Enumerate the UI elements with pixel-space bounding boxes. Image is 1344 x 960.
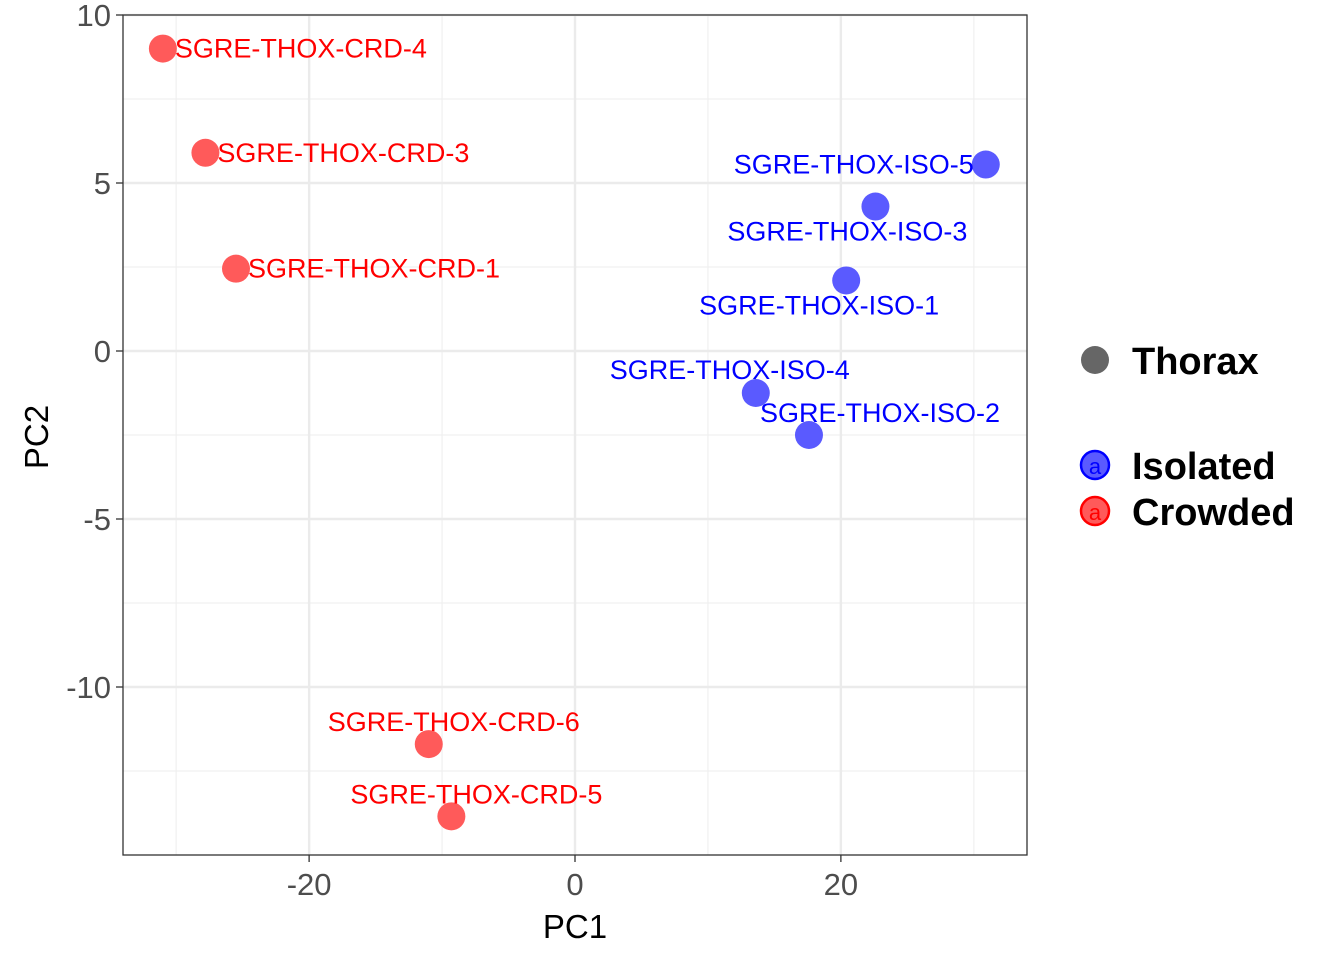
y-tick-label: 10 bbox=[77, 0, 111, 33]
data-point-crowded bbox=[414, 730, 443, 759]
legend-isolated-label: Isolated bbox=[1132, 446, 1276, 488]
x-tick-label: 20 bbox=[824, 867, 858, 902]
legend-isolated-key-letter: a bbox=[1089, 454, 1102, 479]
axes: -20 0 20 -10 -5 0 5 10 bbox=[66, 0, 858, 902]
data-point-crowded bbox=[191, 138, 220, 167]
x-tick-label: 0 bbox=[566, 867, 583, 902]
y-tick-label: 5 bbox=[94, 166, 111, 201]
data-point-isolated bbox=[971, 150, 1000, 179]
point-labels: SGRE-THOX-CRD-4 SGRE-THOX-CRD-3 SGRE-THOX-… bbox=[175, 34, 1000, 810]
point-label-isolated: SGRE-THOX-ISO-1 bbox=[699, 290, 939, 320]
point-label-crowded: SGRE-THOX-CRD-3 bbox=[217, 138, 469, 168]
data-points bbox=[148, 34, 1000, 831]
data-point-crowded bbox=[148, 34, 177, 63]
data-point-isolated bbox=[861, 192, 890, 221]
point-label-crowded: SGRE-THOX-CRD-5 bbox=[350, 779, 602, 809]
legend: Thorax a Isolated a Crowded bbox=[1079, 341, 1295, 534]
point-label-isolated: SGRE-THOX-ISO-2 bbox=[760, 398, 1000, 428]
x-tick-label: -20 bbox=[287, 867, 332, 902]
point-label-isolated: SGRE-THOX-ISO-4 bbox=[610, 355, 850, 385]
data-point-crowded bbox=[437, 802, 466, 831]
y-axis-title: PC2 bbox=[18, 405, 55, 469]
data-point-crowded bbox=[222, 254, 250, 283]
point-label-crowded: SGRE-THOX-CRD-4 bbox=[175, 34, 427, 64]
point-label-isolated: SGRE-THOX-ISO-3 bbox=[727, 217, 967, 247]
data-point-isolated bbox=[832, 266, 861, 295]
legend-isolated-key-icon bbox=[1079, 449, 1111, 481]
y-tick-label: -5 bbox=[83, 502, 111, 537]
x-axis-title: PC1 bbox=[543, 908, 607, 945]
data-point-isolated bbox=[741, 379, 770, 407]
legend-shape-key-icon bbox=[1081, 346, 1109, 374]
data-point-isolated bbox=[794, 421, 823, 449]
legend-crowded-key-icon bbox=[1079, 495, 1111, 527]
point-label-crowded: SGRE-THOX-CRD-1 bbox=[248, 254, 500, 284]
point-label-isolated: SGRE-THOX-ISO-5 bbox=[734, 150, 974, 180]
y-tick-label: -10 bbox=[66, 670, 111, 705]
legend-shape-title: Thorax bbox=[1132, 341, 1259, 383]
point-label-crowded: SGRE-THOX-CRD-6 bbox=[328, 707, 580, 737]
legend-crowded-key-letter: a bbox=[1089, 500, 1102, 525]
y-tick-label: 0 bbox=[94, 334, 111, 369]
legend-crowded-label: Crowded bbox=[1132, 492, 1295, 534]
